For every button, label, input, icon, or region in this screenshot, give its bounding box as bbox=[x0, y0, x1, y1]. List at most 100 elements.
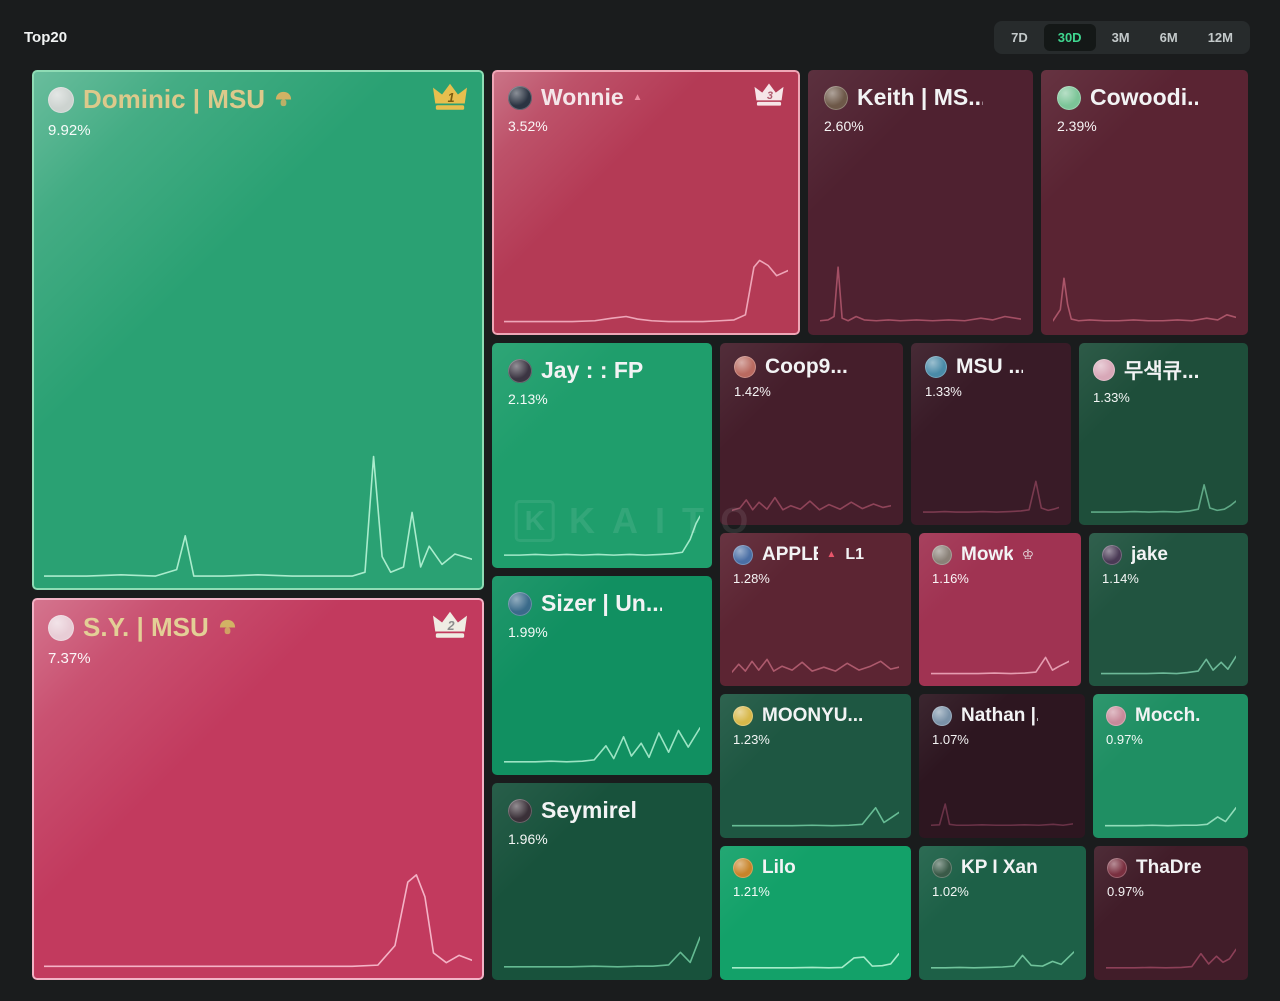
tile-percent: 1.14% bbox=[1102, 571, 1139, 586]
tile-header: ThaDre... bbox=[1107, 857, 1235, 879]
treemap-tile[interactable]: MSU ... 1.33% bbox=[911, 343, 1071, 525]
tile-header: Dominic | MSU bbox=[48, 84, 468, 115]
sparkline bbox=[504, 907, 700, 970]
tile-name: Nathan |... bbox=[961, 705, 1038, 726]
tile-percent: 7.37% bbox=[48, 650, 91, 667]
treemap-tile[interactable]: Coop9... 1.42% bbox=[720, 343, 903, 525]
treemap-tile[interactable]: Keith | MS... 2.60% bbox=[808, 70, 1033, 335]
treemap-tile[interactable]: Jay : : FP 2.13% bbox=[492, 343, 712, 568]
treemap-tile[interactable]: ThaDre... 0.97% bbox=[1094, 846, 1248, 980]
tile-name-suffix: L1 bbox=[845, 546, 864, 563]
tile-name: Cowoodi... bbox=[1090, 84, 1198, 110]
treemap-tile[interactable]: Sizer | Un... 1.99% bbox=[492, 576, 712, 775]
tile-name: APPLE bbox=[762, 544, 818, 565]
treemap-tile[interactable]: Mocch... 0.97% bbox=[1093, 694, 1248, 838]
avatar bbox=[1106, 706, 1126, 726]
tile-header: Lilo bbox=[733, 857, 898, 879]
mushroom-icon bbox=[218, 618, 237, 637]
avatar bbox=[932, 858, 952, 878]
time-range-7d[interactable]: 7D bbox=[997, 24, 1042, 51]
mushroom-icon bbox=[274, 90, 293, 109]
sparkline bbox=[732, 457, 891, 515]
treemap-tile[interactable]: Wonnie ▲ 3.52% 3 bbox=[492, 70, 800, 335]
tile-percent: 1.33% bbox=[925, 384, 962, 399]
tile-name: Jay : : FP bbox=[541, 357, 644, 383]
avatar bbox=[1057, 85, 1081, 110]
avatar bbox=[508, 85, 532, 110]
avatar bbox=[508, 798, 532, 823]
tile-percent: 0.97% bbox=[1107, 884, 1144, 899]
svg-text:1: 1 bbox=[448, 91, 455, 105]
treemap-tile[interactable]: S.Y. | MSU 7.37% 2 bbox=[32, 598, 484, 980]
avatar bbox=[734, 356, 756, 378]
tile-percent: 1.23% bbox=[733, 732, 770, 747]
tile-percent: 1.02% bbox=[932, 884, 969, 899]
avatar bbox=[1107, 858, 1127, 878]
tile-name: KP I Xan... bbox=[961, 857, 1039, 878]
tile-name: Wonnie bbox=[541, 84, 624, 110]
tile-percent: 0.97% bbox=[1106, 732, 1143, 747]
crown-rank-icon: 2 bbox=[430, 610, 470, 644]
tile-percent: 9.92% bbox=[48, 122, 91, 139]
treemap-tile[interactable]: Mowki ♔ 1.16% bbox=[919, 533, 1081, 686]
tile-header: MOONYU... bbox=[733, 705, 898, 727]
tile-header: Mocch... bbox=[1106, 705, 1235, 727]
treemap-tile[interactable]: Cowoodi... 2.39% bbox=[1041, 70, 1248, 335]
crown-rank-icon: 3 bbox=[752, 82, 786, 111]
tile-header: MSU ... bbox=[925, 355, 1057, 379]
treemap-tile[interactable]: jake 1.14% bbox=[1089, 533, 1248, 686]
sparkline bbox=[44, 450, 472, 580]
tile-name: Coop9... bbox=[765, 355, 848, 378]
sparkline bbox=[931, 627, 1069, 676]
trend-up-icon: ▲ bbox=[632, 91, 643, 103]
tile-header: 무색큐... bbox=[1093, 355, 1234, 385]
avatar bbox=[733, 706, 753, 726]
tile-header: Mowki ♔ bbox=[932, 544, 1068, 566]
avatar bbox=[932, 545, 952, 565]
tile-name: jake bbox=[1131, 544, 1168, 565]
sparkline bbox=[732, 782, 899, 828]
sparkline bbox=[1101, 627, 1236, 676]
tile-header: S.Y. | MSU bbox=[48, 612, 468, 643]
time-range-3m[interactable]: 3M bbox=[1098, 24, 1144, 51]
treemap-tile[interactable]: 무색큐... 1.33% bbox=[1079, 343, 1248, 525]
treemap-tile[interactable]: KP I Xan... 1.02% bbox=[919, 846, 1086, 980]
avatar bbox=[824, 85, 848, 110]
treemap-tile[interactable]: Nathan |... 1.07% bbox=[919, 694, 1085, 838]
sparkline bbox=[732, 627, 899, 676]
tile-header: Keith | MS... bbox=[824, 84, 1017, 111]
sparkline bbox=[931, 927, 1074, 970]
tile-percent: 2.60% bbox=[824, 118, 864, 134]
sparkline bbox=[504, 240, 788, 325]
time-range-12m[interactable]: 12M bbox=[1194, 24, 1247, 51]
treemap-tile[interactable]: MOONYU... 1.23% bbox=[720, 694, 911, 838]
sparkline bbox=[504, 486, 700, 558]
time-filter: 7D 30D 3M 6M 12M bbox=[994, 20, 1250, 54]
tile-name: 무색큐... bbox=[1124, 360, 1200, 383]
time-range-6m[interactable]: 6M bbox=[1146, 24, 1192, 51]
treemap-tile[interactable]: Seymirel 1.96% bbox=[492, 783, 712, 980]
tile-header: Sizer | Un... bbox=[508, 590, 696, 617]
treemap-tile[interactable]: APPLE ▲ L1 1.28% bbox=[720, 533, 911, 686]
avatar bbox=[925, 356, 947, 378]
tile-percent: 1.16% bbox=[932, 571, 969, 586]
tile-percent: 1.96% bbox=[508, 831, 548, 847]
tile-percent: 1.42% bbox=[734, 384, 771, 399]
avatar bbox=[508, 358, 532, 383]
tile-header: Cowoodi... bbox=[1057, 84, 1232, 111]
tile-name: Lilo bbox=[762, 857, 796, 878]
tile-header: Wonnie ▲ bbox=[508, 84, 784, 111]
avatar bbox=[48, 86, 74, 113]
tile-header: APPLE ▲ L1 bbox=[733, 544, 898, 566]
time-range-30d[interactable]: 30D bbox=[1043, 23, 1096, 51]
tile-header: KP I Xan... bbox=[932, 857, 1073, 879]
avatar bbox=[48, 614, 74, 641]
sparkline bbox=[1106, 927, 1236, 970]
treemap-tile[interactable]: Lilo 1.21% bbox=[720, 846, 911, 980]
header: Top20 7D 30D 3M 6M 12M bbox=[0, 0, 1280, 62]
tile-percent: 2.13% bbox=[508, 391, 548, 407]
tile-percent: 2.39% bbox=[1057, 118, 1097, 134]
tile-name: Seymirel bbox=[541, 797, 637, 823]
treemap-tile[interactable]: Dominic | MSU 9.92% 1 bbox=[32, 70, 484, 590]
